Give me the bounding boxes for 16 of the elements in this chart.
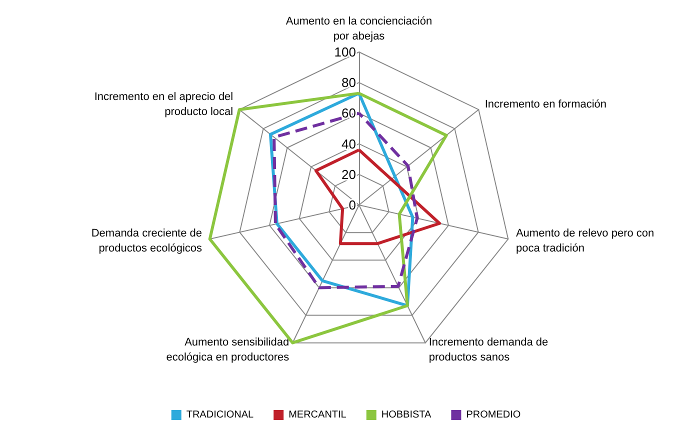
legend-label: HOBBISTA — [381, 410, 432, 420]
legend-label: MERCANTIL — [288, 410, 347, 420]
spoke-label: Aumento sensibilidad ecológica en productores — [166, 336, 290, 364]
spoke-label: Aumento de relevo pero con poca tradición — [516, 227, 654, 254]
spoke-label: Incremento demanda de productos sanos — [428, 336, 548, 364]
y-tick-label: 40 — [342, 136, 356, 152]
spoke-label: Incremento en el aprecio del producto local — [94, 91, 234, 118]
y-tick-label: 100 — [334, 44, 356, 60]
y-tick-label: 20 — [342, 166, 356, 182]
legend-label: TRADICIONAL — [186, 410, 254, 420]
y-tick-label: 80 — [342, 75, 356, 90]
legend-label: PROMEDIO — [466, 410, 521, 420]
spoke-label: Demanda creciente de productos ecológicos — [91, 227, 203, 254]
spoke-label: Aumento en la concienciación por abejas — [286, 16, 432, 42]
spoke-label: Incremento en formación — [484, 98, 607, 111]
y-tick-label: 0 — [348, 198, 356, 212]
